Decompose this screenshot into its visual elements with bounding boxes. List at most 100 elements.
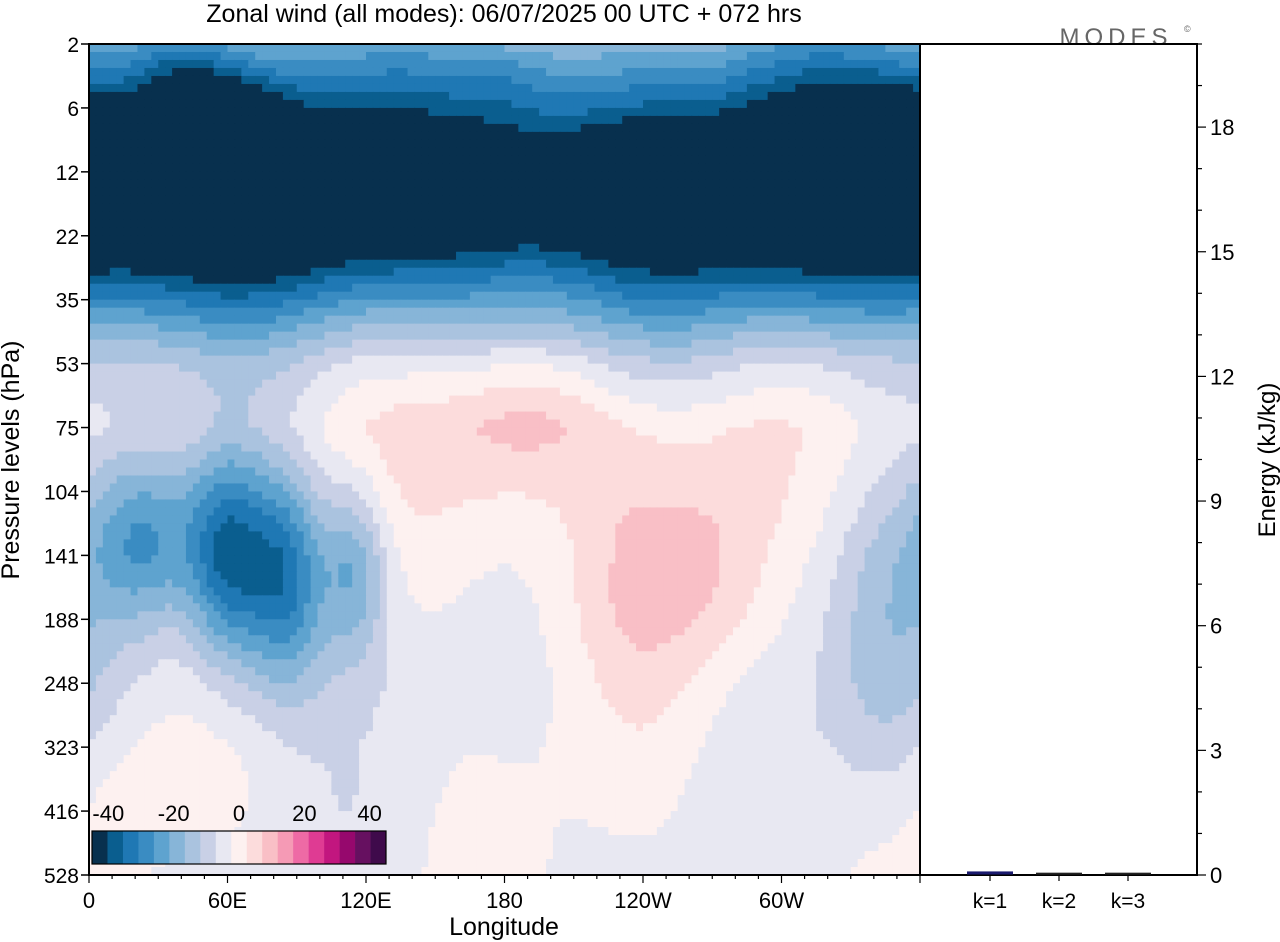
heatmap-cell bbox=[296, 91, 305, 101]
heatmap-cell bbox=[95, 139, 104, 149]
heatmap-cell bbox=[587, 363, 596, 373]
heatmap-cell bbox=[836, 155, 845, 165]
heatmap-cell bbox=[636, 339, 644, 349]
heatmap-cell bbox=[317, 235, 326, 245]
heatmap-cell bbox=[421, 251, 429, 261]
heatmap-cell bbox=[234, 139, 242, 149]
heatmap-cell bbox=[739, 44, 748, 53]
heatmap-cell bbox=[185, 115, 194, 125]
heatmap-cell bbox=[580, 139, 589, 149]
heatmap-cell bbox=[137, 211, 145, 221]
heatmap-cell bbox=[809, 251, 817, 261]
heatmap-cell bbox=[123, 115, 132, 125]
heatmap-cell bbox=[774, 179, 783, 189]
heatmap-cell bbox=[864, 251, 873, 261]
heatmap-cell bbox=[823, 299, 831, 309]
heatmap-cell bbox=[781, 67, 790, 77]
heatmap-cell bbox=[151, 83, 159, 93]
heatmap-cell bbox=[753, 315, 762, 325]
heatmap-cell bbox=[206, 91, 215, 101]
heatmap-cell bbox=[165, 99, 173, 109]
heatmap-cell bbox=[511, 331, 519, 341]
heatmap-cell bbox=[518, 227, 526, 237]
heatmap-cell bbox=[220, 331, 229, 341]
heatmap-cell bbox=[206, 147, 215, 157]
heatmap-cell bbox=[393, 195, 402, 205]
heatmap-cell bbox=[372, 259, 381, 269]
heatmap-cell bbox=[497, 275, 506, 285]
heatmap-cell bbox=[476, 51, 485, 61]
heatmap-cell bbox=[850, 51, 859, 61]
heatmap-cell bbox=[712, 283, 720, 293]
heatmap-cell bbox=[248, 219, 256, 229]
heatmap-cell bbox=[573, 163, 582, 173]
heatmap-cell bbox=[552, 44, 561, 53]
heatmap-cell bbox=[95, 355, 104, 365]
heatmap-cell bbox=[95, 99, 104, 109]
heatmap-cell bbox=[629, 219, 637, 229]
heatmap-cell bbox=[615, 307, 623, 317]
heatmap-cell bbox=[719, 355, 727, 365]
heatmap-cell bbox=[511, 307, 519, 317]
heatmap-cell bbox=[518, 299, 526, 309]
heatmap-cell bbox=[622, 67, 630, 77]
heatmap-cell bbox=[525, 299, 533, 309]
heatmap-cell bbox=[767, 259, 776, 269]
heatmap-cell bbox=[504, 107, 513, 117]
heatmap-cell bbox=[885, 267, 893, 277]
heatmap-cell bbox=[525, 371, 533, 381]
heatmap-cell bbox=[836, 363, 845, 373]
heatmap-cell bbox=[670, 139, 679, 149]
heatmap-cell bbox=[172, 339, 180, 349]
heatmap-cell bbox=[469, 51, 478, 61]
heatmap-cell bbox=[137, 83, 145, 93]
heatmap-cell bbox=[331, 163, 339, 173]
heatmap-cell bbox=[338, 163, 346, 173]
heatmap-cell bbox=[497, 107, 506, 117]
heatmap-cell bbox=[850, 83, 859, 93]
heatmap-cell bbox=[331, 291, 339, 301]
heatmap-cell bbox=[677, 91, 686, 101]
heatmap-cell bbox=[449, 107, 457, 117]
heatmap-cell bbox=[282, 44, 291, 53]
heatmap-cell bbox=[289, 91, 298, 101]
heatmap-cell bbox=[338, 347, 346, 357]
heatmap-cell bbox=[456, 323, 464, 333]
heatmap-cell bbox=[116, 291, 125, 301]
heatmap-cell bbox=[649, 163, 658, 173]
heatmap-cell bbox=[158, 171, 166, 181]
heatmap-cell bbox=[275, 91, 284, 101]
heatmap-cell bbox=[462, 251, 471, 261]
heatmap-cell bbox=[649, 187, 658, 197]
heatmap-cell bbox=[234, 123, 242, 133]
heatmap-cell bbox=[303, 275, 312, 285]
heatmap-cell bbox=[739, 51, 748, 61]
heatmap-cell bbox=[802, 203, 810, 213]
heatmap-cell bbox=[366, 283, 374, 293]
heatmap-cell bbox=[539, 171, 547, 181]
heatmap-cell bbox=[566, 115, 575, 125]
heatmap-cell bbox=[449, 147, 457, 157]
heatmap-cell bbox=[317, 107, 326, 117]
heatmap-cell bbox=[462, 75, 471, 85]
heatmap-cell bbox=[532, 251, 540, 261]
heatmap-cell bbox=[615, 283, 623, 293]
heatmap-cell bbox=[324, 195, 332, 205]
heatmap-cell bbox=[643, 147, 651, 157]
heatmap-cell bbox=[234, 291, 242, 301]
heatmap-cell bbox=[525, 347, 533, 357]
heatmap-cell bbox=[864, 187, 873, 197]
heatmap-cell bbox=[89, 323, 97, 333]
heatmap-cell bbox=[836, 59, 845, 69]
heatmap-cell bbox=[864, 44, 873, 53]
heatmap-cell bbox=[705, 107, 713, 117]
heatmap-cell bbox=[269, 267, 277, 277]
heatmap-cell bbox=[809, 123, 817, 133]
heatmap-cell bbox=[497, 51, 506, 61]
heatmap-cell bbox=[504, 44, 513, 53]
heatmap-cell bbox=[179, 147, 187, 157]
heatmap-cell bbox=[906, 251, 914, 261]
heatmap-cell bbox=[767, 195, 776, 205]
heatmap-cell bbox=[331, 179, 339, 189]
heatmap-cell bbox=[303, 123, 312, 133]
